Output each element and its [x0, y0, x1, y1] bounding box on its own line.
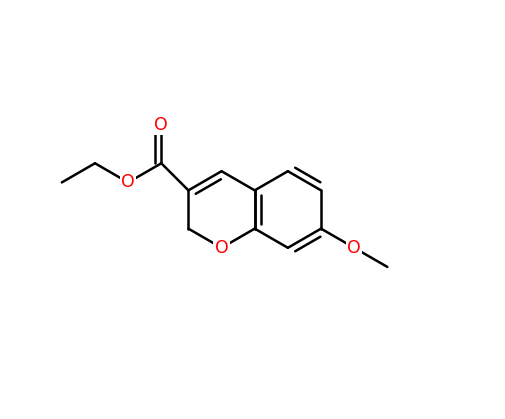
Text: O: O [121, 173, 135, 191]
Text: O: O [155, 116, 168, 134]
Text: O: O [347, 239, 361, 257]
Text: O: O [215, 239, 228, 257]
